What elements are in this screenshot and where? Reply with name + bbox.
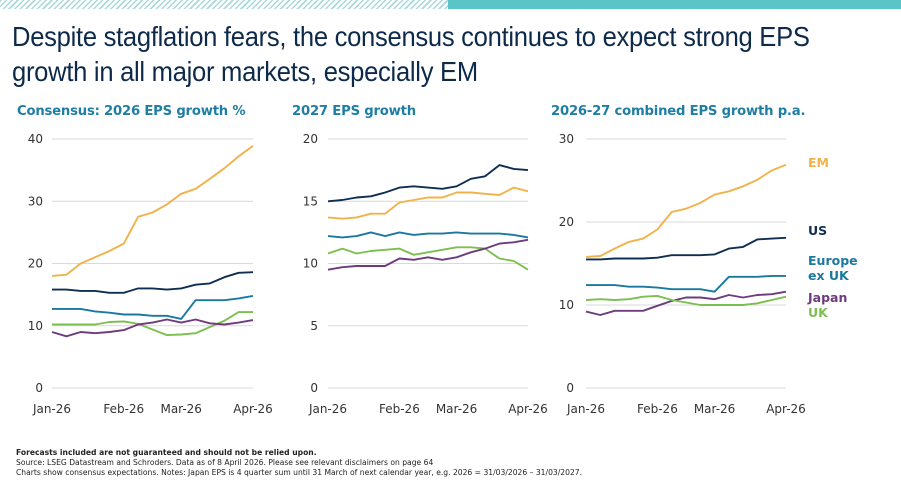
top-hatch-band [0, 0, 448, 9]
y-tick-label: 0 [310, 381, 318, 395]
legend-label-em: EM [808, 155, 829, 170]
x-tick-label: Mar-26 [694, 402, 735, 416]
y-tick-label: 5 [310, 319, 318, 333]
footer-notes: Forecasts included are not guaranteed an… [16, 448, 582, 478]
series-line-uk [52, 311, 253, 337]
chart-2026-eps: 0 10 20 30 40 Jan-26 Feb-26 Mar-26 Apr-26 [28, 132, 273, 416]
y-tick-label: 30 [28, 194, 43, 208]
y-tick-label: 0 [35, 381, 43, 395]
x-tick-label: Feb-26 [379, 402, 420, 416]
series-line-uk [327, 246, 529, 271]
top-accent-bar [448, 0, 901, 9]
x-tick-label: Jan-26 [308, 402, 347, 416]
footer-source: Source: LSEG Datastream and Schroders. D… [16, 458, 434, 467]
series-line-europe-ex-uk [327, 231, 529, 239]
slide-title: Despite stagflation fears, the consensus… [12, 21, 810, 87]
y-tick-label: 10 [303, 257, 318, 271]
x-tick-label: Apr-26 [508, 402, 548, 416]
y-tick-label: 10 [559, 298, 574, 312]
legend-label-japan: Japan [807, 290, 847, 305]
series-line-em [327, 186, 529, 220]
x-tick-label: Apr-26 [233, 402, 273, 416]
x-tick-label: Feb-26 [637, 402, 678, 416]
series-line-japan [585, 290, 787, 316]
y-tick-label: 20 [303, 132, 318, 146]
y-tick-label: 15 [303, 194, 318, 208]
series-line-us [586, 236, 787, 261]
x-tick-label: Jan-26 [32, 402, 71, 416]
series-line-us [327, 164, 529, 203]
y-tick-label: 0 [566, 381, 574, 395]
y-tick-label: 30 [559, 132, 574, 146]
chart-3-title: 2026-27 combined EPS growth p.a. [551, 104, 806, 119]
y-tick-label: 10 [28, 319, 43, 333]
series-line-uk [585, 294, 787, 306]
series-line-japan [51, 318, 254, 338]
y-tick-label: 40 [28, 132, 43, 146]
y-tick-label: 20 [559, 215, 574, 229]
series-line-japan [327, 238, 529, 271]
chart-combined-eps: 0 10 20 30 Jan-26 Feb-26 Mar-26 Apr-26 [559, 132, 806, 416]
legend-label-europe-ex-uk: Europe [808, 253, 858, 268]
footer-disclaimer: Forecasts included are not guaranteed an… [16, 448, 317, 457]
legend-label-us: US [808, 223, 827, 238]
y-tick-label: 20 [28, 257, 43, 271]
series-line-em [585, 163, 787, 258]
chart-2-title: 2027 EPS growth [292, 104, 416, 119]
legend-label-europe-ex-uk: ex UK [808, 268, 850, 283]
footer-notes-text: Charts show consensus expectations. Note… [16, 468, 583, 477]
x-tick-label: Mar-26 [160, 402, 201, 416]
series-line-em [51, 145, 254, 277]
chart-1-title: Consensus: 2026 EPS growth % [17, 104, 246, 119]
x-tick-label: Feb-26 [103, 402, 144, 416]
series-line-us [52, 271, 254, 294]
legend-label-uk: UK [808, 305, 829, 320]
x-tick-label: Apr-26 [766, 402, 806, 416]
chart-2027-eps: 0 5 10 15 20 Jan-26 Feb-26 Mar-26 Apr-26 [303, 132, 548, 416]
x-tick-label: Jan-26 [566, 402, 605, 416]
series-line-europe-ex-uk [52, 294, 254, 320]
x-tick-label: Mar-26 [436, 402, 477, 416]
series-line-europe-ex-uk [586, 274, 786, 293]
